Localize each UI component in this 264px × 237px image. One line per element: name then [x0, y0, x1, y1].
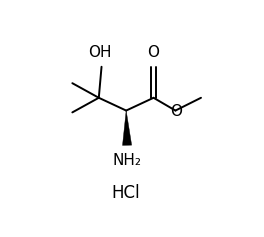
Text: OH: OH — [88, 45, 111, 60]
Text: HCl: HCl — [112, 184, 140, 202]
Text: O: O — [170, 104, 182, 119]
Text: O: O — [148, 45, 159, 60]
Polygon shape — [122, 110, 132, 145]
Text: NH₂: NH₂ — [112, 153, 142, 169]
